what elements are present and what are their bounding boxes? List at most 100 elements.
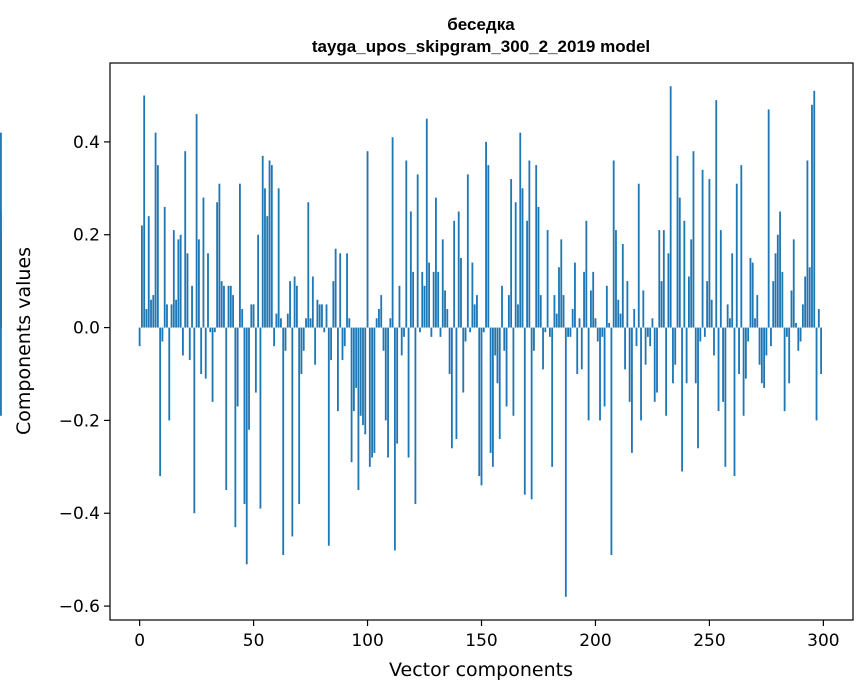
bar-118	[407, 327, 410, 458]
bar-42	[234, 327, 237, 528]
bar-224	[649, 327, 652, 347]
bar-24	[193, 327, 196, 514]
bar-161	[505, 327, 508, 407]
bar-81	[323, 327, 326, 333]
bar-198	[589, 290, 592, 328]
bar-142	[462, 327, 465, 393]
bar-69	[295, 285, 298, 328]
bar-120	[412, 271, 415, 328]
bar-87	[337, 327, 339, 412]
bar-155	[491, 327, 494, 467]
bar-117	[405, 160, 408, 328]
bar-75	[309, 318, 312, 328]
bar-63	[282, 327, 285, 556]
bar-25	[195, 114, 198, 328]
bar-230	[662, 230, 665, 328]
bar-150	[480, 327, 483, 486]
bar-244	[694, 327, 697, 384]
bar-231	[665, 327, 668, 416]
bar-241	[687, 276, 690, 328]
bar-223	[646, 327, 649, 337]
y-axis-label: Components values	[13, 247, 35, 435]
bar-5	[150, 299, 152, 328]
bar-76	[311, 276, 314, 328]
bar-23	[191, 285, 193, 328]
bar-undefined	[0, 132, 2, 328]
bar-193	[578, 318, 581, 328]
bar-222	[644, 327, 647, 365]
bar-116	[403, 327, 405, 337]
bar-109	[387, 327, 389, 458]
bar-6	[152, 295, 155, 328]
bar-197	[587, 327, 590, 421]
bar-83	[327, 327, 330, 546]
bar-132	[439, 327, 442, 337]
bar-189	[569, 327, 572, 337]
bar-287	[792, 239, 795, 328]
bar-10	[161, 327, 164, 342]
bar-147	[473, 304, 476, 328]
bar-261	[733, 327, 736, 477]
bar-58	[270, 165, 273, 328]
bar-282	[781, 271, 784, 328]
bar-236	[676, 155, 679, 328]
bar-221	[642, 290, 645, 328]
bar-164	[512, 327, 515, 416]
bar-207	[610, 327, 613, 556]
bar-15	[172, 230, 175, 328]
bar-280	[776, 234, 779, 328]
bar-140	[457, 211, 460, 328]
bar-46	[243, 327, 246, 504]
bar-44	[238, 183, 241, 328]
bar-96	[357, 327, 360, 491]
bar-170	[526, 220, 528, 328]
bar-29	[204, 327, 207, 379]
bar-110	[389, 318, 392, 328]
bar-146	[471, 262, 474, 328]
bar-8	[156, 165, 159, 328]
bar-292	[804, 276, 807, 328]
bar-171	[528, 160, 531, 328]
bar-45	[241, 309, 244, 328]
bar-256	[722, 327, 725, 402]
bar-141	[460, 257, 462, 328]
bar-93	[350, 327, 353, 463]
bar-169	[523, 327, 526, 495]
bar-undefined	[0, 304, 2, 328]
bar-299	[820, 327, 823, 374]
bar-183	[555, 313, 558, 328]
bar-51	[254, 327, 257, 393]
bar-88	[339, 253, 342, 328]
y-tick-label-0: −0.6	[59, 597, 100, 617]
bar-18	[179, 234, 182, 328]
bar-133	[441, 239, 444, 328]
bar-249	[706, 281, 709, 328]
bar-219	[637, 183, 640, 328]
bar-262	[735, 183, 738, 328]
bar-240	[685, 327, 688, 384]
bar-65	[286, 313, 289, 328]
bar-243	[692, 151, 695, 328]
bar-2	[143, 95, 146, 328]
bar-62	[280, 318, 282, 328]
bar-289	[797, 327, 800, 351]
bar-20	[184, 151, 187, 328]
bar-298	[817, 309, 820, 328]
bar-47	[245, 327, 248, 565]
bar-26	[197, 239, 200, 328]
bar-259	[729, 318, 731, 328]
bar-284	[785, 327, 788, 337]
bar-40	[229, 285, 232, 328]
bar-145	[469, 327, 472, 333]
bar-64	[284, 327, 287, 351]
bar-288	[795, 322, 797, 328]
bar-91	[346, 253, 348, 328]
bar-36	[220, 281, 223, 328]
bar-85	[332, 281, 335, 328]
bar-137	[450, 327, 453, 449]
bar-4	[147, 216, 150, 328]
bar-177	[542, 327, 544, 370]
bar-250	[708, 179, 711, 328]
bar-255	[719, 230, 722, 328]
bar-246	[699, 327, 702, 342]
